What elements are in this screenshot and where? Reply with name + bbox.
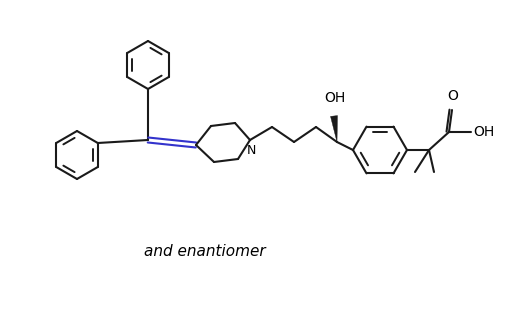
Text: and enantiomer: and enantiomer xyxy=(144,245,266,260)
Text: O: O xyxy=(447,89,458,103)
Polygon shape xyxy=(331,116,337,142)
Text: OH: OH xyxy=(473,125,494,139)
Text: OH: OH xyxy=(324,91,346,105)
Text: N: N xyxy=(246,144,256,157)
